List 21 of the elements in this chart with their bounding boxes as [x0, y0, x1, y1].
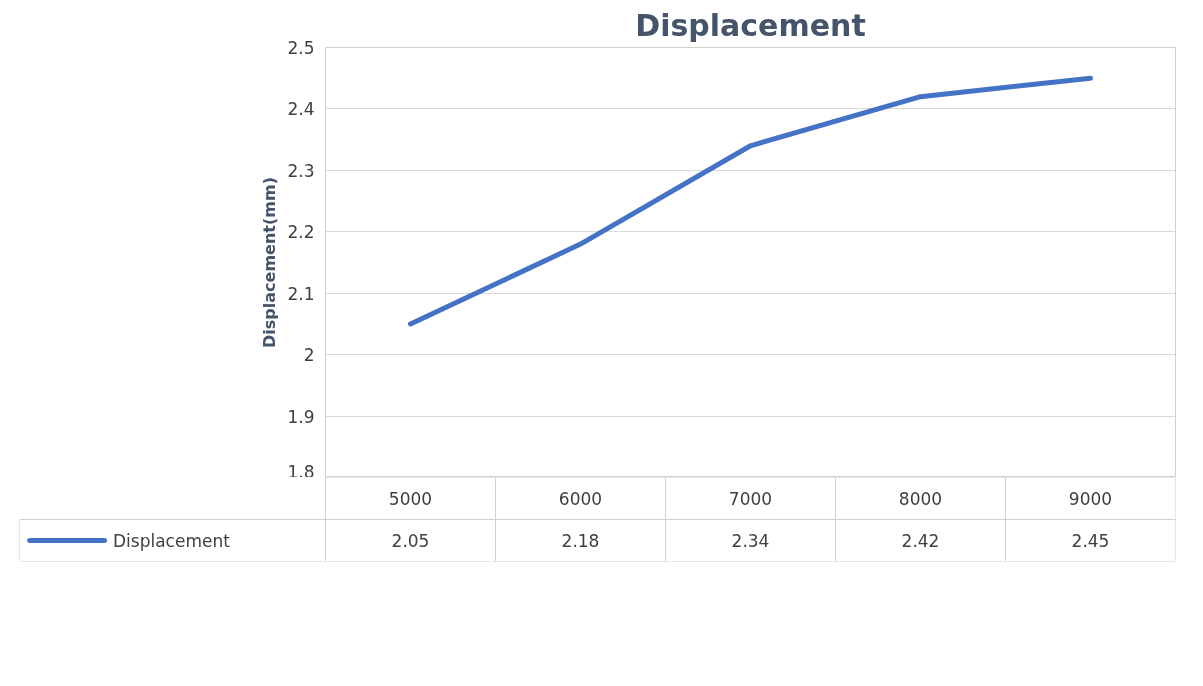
- y-axis-title: Displacement(mm): [260, 177, 280, 348]
- y-tick-label: 2.2: [287, 222, 315, 243]
- legend-label: Displacement: [113, 530, 231, 551]
- y-tick-label: 2.5: [287, 38, 315, 58]
- data-label: 2.42: [901, 531, 940, 551]
- y-tick-label: 1.9: [287, 406, 315, 427]
- y-tick-label: 2.4: [287, 99, 315, 120]
- data-label: 2.18: [561, 531, 600, 551]
- y-tick-label: 2: [303, 345, 315, 366]
- data-label: 2.05: [391, 531, 430, 551]
- x-tick-label: 9000: [1068, 489, 1113, 509]
- x-tick-label: 7000: [728, 489, 773, 509]
- data-label: 2.45: [1071, 531, 1110, 551]
- x-tick-label: 6000: [558, 489, 603, 509]
- y-tick-label: 1.8: [287, 461, 315, 482]
- x-tick-label: 8000: [898, 489, 943, 509]
- data-label: 2.34: [731, 531, 770, 551]
- chart-title: Displacement: [635, 7, 866, 43]
- y-tick-label: 2.3: [287, 160, 315, 181]
- y-tick-label: 2.1: [287, 283, 315, 304]
- x-tick-label: 5000: [388, 489, 433, 509]
